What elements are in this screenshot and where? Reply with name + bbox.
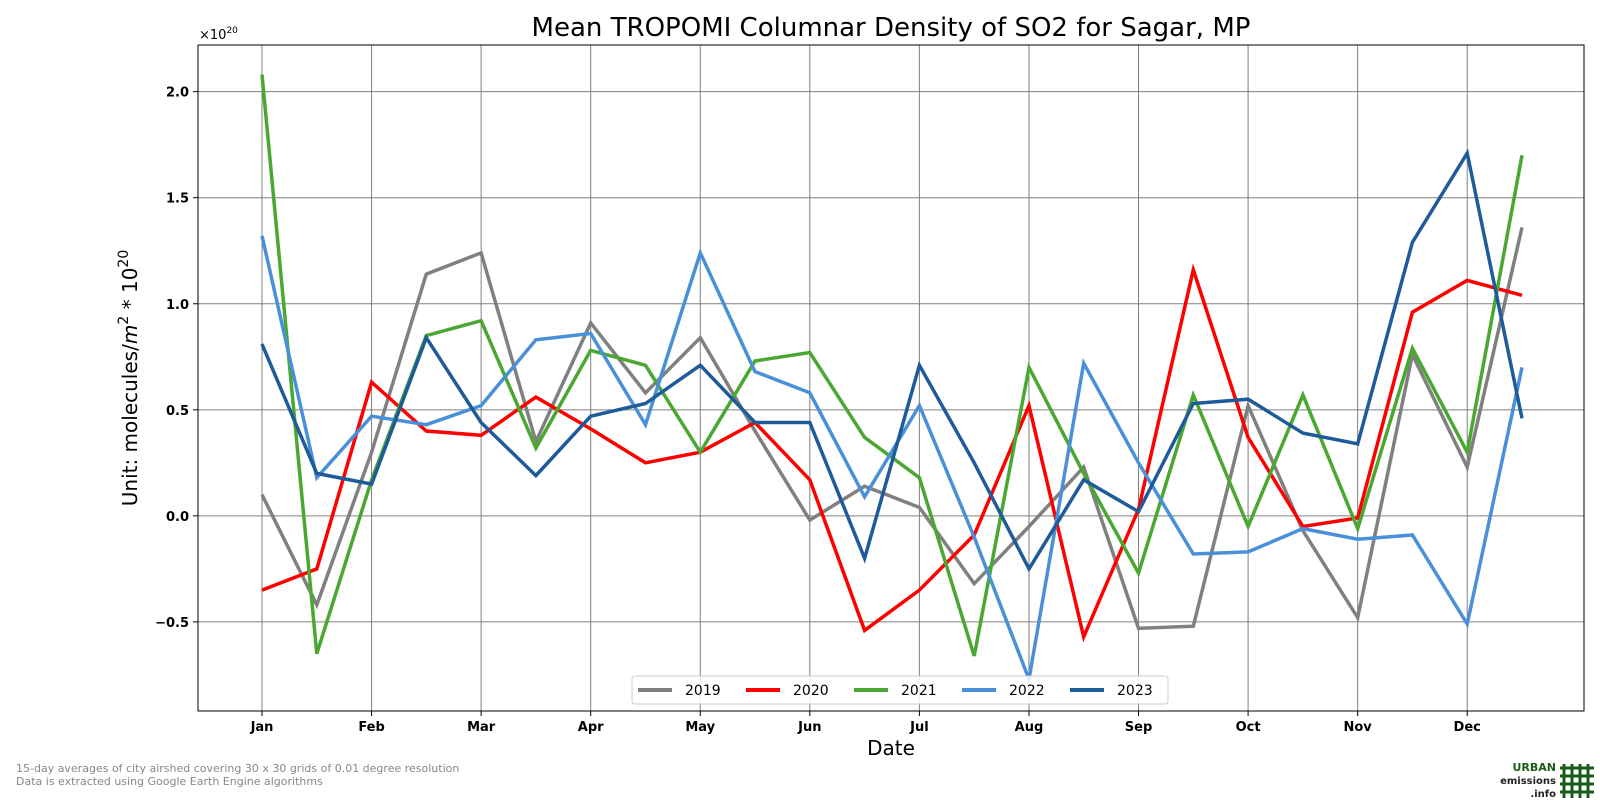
legend-label-2019: 2019 — [685, 683, 721, 699]
x-tick-label: Dec — [1454, 720, 1481, 735]
logo-text-urban: URBAN — [1512, 761, 1556, 774]
axis-offset-label: ×1020 — [199, 26, 238, 43]
y-tick-label: 0.5 — [166, 404, 189, 419]
x-tick-label: Oct — [1236, 720, 1261, 735]
series-line-2020 — [261, 263, 1523, 643]
x-tick-label: Apr — [578, 720, 604, 735]
x-tick-label: Sep — [1125, 720, 1153, 735]
urban-emissions-logo: URBAN emissions .info — [1500, 761, 1594, 798]
y-tick-label: 2.0 — [166, 86, 189, 101]
ticks: Jan Feb Mar Apr May Jun Jul Aug Sep Oct Nov Dec −0.5… — [155, 86, 1481, 735]
chart-title: Mean TROPOMI Columnar Density of SO2 for… — [532, 13, 1251, 43]
plot-frame — [197, 44, 1585, 712]
x-axis-label: Date — [867, 736, 915, 760]
y-tick-label: −0.5 — [155, 616, 189, 631]
legend-label-2020: 2020 — [793, 683, 829, 699]
logo-text-info: .info — [1530, 789, 1556, 798]
y-axis-label: Unit: molecules/m2 * 1020 — [116, 250, 142, 507]
y-tick-label: 0.0 — [166, 510, 189, 525]
series-line-2023 — [260, 148, 1524, 573]
y-tick-label: 1.0 — [166, 298, 189, 313]
logo-text-emissions: emissions — [1500, 776, 1556, 787]
x-tick-label: Mar — [467, 720, 496, 735]
logo-grid-icon — [1560, 764, 1594, 798]
x-tick-label: Jan — [250, 720, 274, 735]
y-tick-label: 1.5 — [166, 192, 189, 207]
legend-label-2022: 2022 — [1009, 683, 1045, 699]
legend: 2019 2020 2021 2022 2023 — [631, 675, 1169, 705]
legend-label-2021: 2021 — [901, 683, 937, 699]
x-tick-label: Nov — [1344, 720, 1373, 735]
footnote-line-2: Data is extracted using Google Earth Eng… — [16, 775, 323, 788]
series-lines — [260, 74, 1524, 686]
x-tick-label: May — [685, 720, 715, 735]
x-tick-label: Jul — [909, 720, 929, 735]
x-tick-label: Jun — [797, 720, 821, 735]
x-tick-label: Feb — [358, 720, 384, 735]
legend-box — [631, 675, 1169, 705]
legend-label-2023: 2023 — [1117, 683, 1153, 699]
x-tick-label: Aug — [1015, 720, 1044, 735]
series-line-2019 — [260, 227, 1524, 631]
footnote-line-1: 15-day averages of city airshed covering… — [16, 762, 460, 775]
series-line-2021 — [260, 74, 1524, 657]
